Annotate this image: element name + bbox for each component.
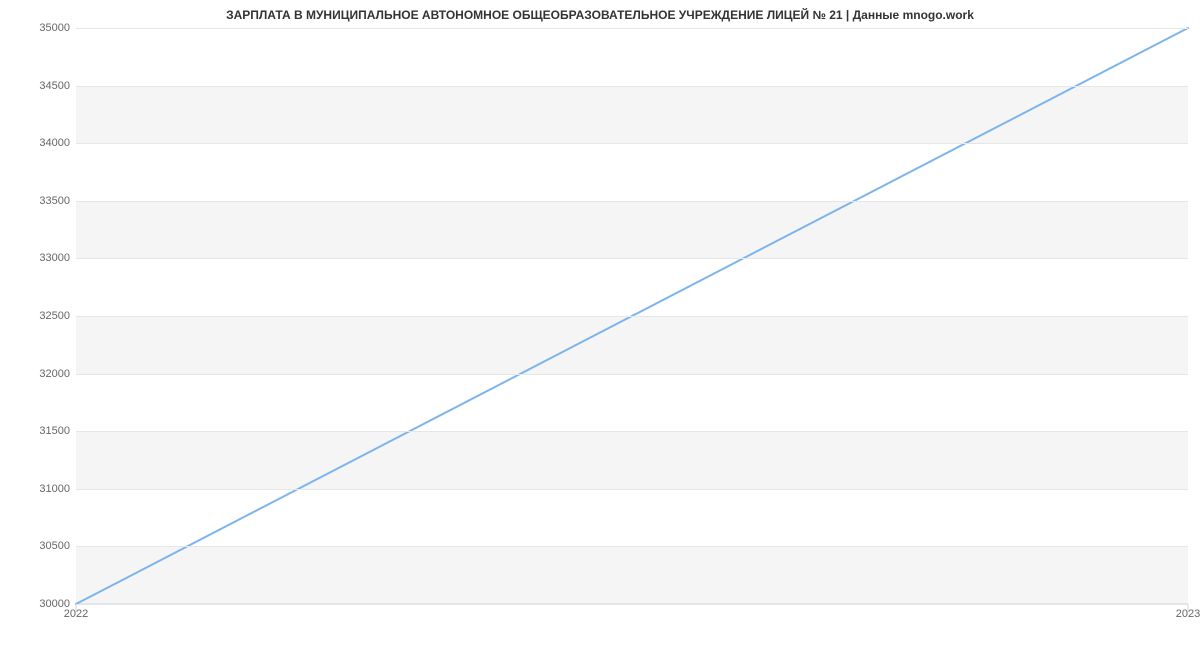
y-gridline (76, 201, 1188, 202)
y-gridline (76, 489, 1188, 490)
y-gridline (76, 431, 1188, 432)
y-gridline (76, 604, 1188, 605)
y-gridline (76, 374, 1188, 375)
y-tick-label: 33500 (39, 195, 70, 207)
y-tick-label: 32000 (39, 368, 70, 380)
y-gridline (76, 28, 1188, 29)
x-tick-label: 2022 (64, 608, 88, 620)
y-gridline (76, 546, 1188, 547)
y-tick-label: 31500 (39, 425, 70, 437)
y-tick-label: 35000 (39, 22, 70, 34)
y-tick-label: 32500 (39, 310, 70, 322)
x-tick-label: 2023 (1176, 608, 1200, 620)
salary-chart: ЗАРПЛАТА В МУНИЦИПАЛЬНОЕ АВТОНОМНОЕ ОБЩЕ… (0, 0, 1200, 650)
y-tick-label: 34000 (39, 137, 70, 149)
y-tick-label: 33000 (39, 252, 70, 264)
y-tick-label: 34500 (39, 80, 70, 92)
y-gridline (76, 143, 1188, 144)
chart-title: ЗАРПЛАТА В МУНИЦИПАЛЬНОЕ АВТОНОМНОЕ ОБЩЕ… (0, 8, 1200, 22)
y-tick-label: 30500 (39, 540, 70, 552)
y-gridline (76, 316, 1188, 317)
plot-area: 3000030500310003150032000325003300033500… (76, 28, 1188, 604)
y-gridline (76, 258, 1188, 259)
y-tick-label: 31000 (39, 483, 70, 495)
y-gridline (76, 86, 1188, 87)
